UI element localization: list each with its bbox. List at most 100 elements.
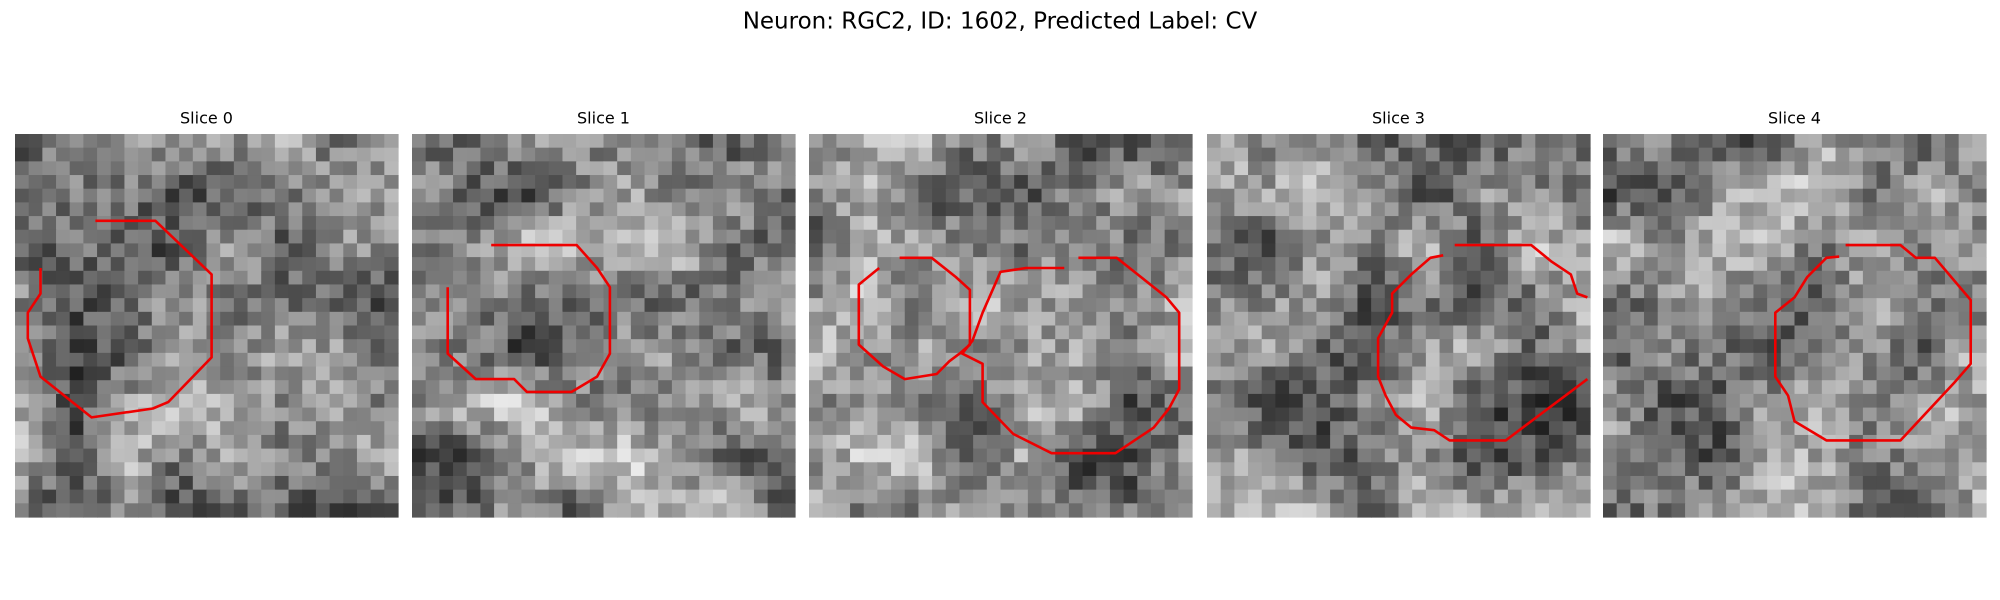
pixel [425,161,440,176]
pixel [1808,366,1823,381]
pixel [288,243,303,258]
pixel [124,352,139,368]
pixel [1767,475,1782,491]
pixel [1780,489,1796,504]
pixel [1055,448,1070,463]
pixel [1248,462,1263,477]
pixel [986,216,1002,231]
pixel [179,188,194,203]
pixel [1207,161,1222,176]
pixel [877,270,892,286]
pixel [1917,284,1932,299]
pixel [1082,147,1097,162]
pixel [1068,202,1084,217]
pixel [206,407,221,422]
pixel [69,311,84,327]
pixel [1835,448,1850,463]
pixel [453,407,468,422]
pixel [1644,325,1659,340]
pixel [1289,503,1304,518]
pixel [535,311,550,327]
pixel [1712,298,1727,313]
pixel [42,325,57,340]
pixel [781,407,796,422]
pixel [274,257,290,272]
pixel [1123,325,1138,340]
pixel [179,366,194,381]
pixel [822,202,837,217]
pixel [671,503,687,518]
pixel [753,325,769,340]
pixel [370,352,385,368]
pixel [1821,475,1837,491]
pixel [1453,352,1468,368]
pixel [206,134,221,149]
pixel [1685,475,1700,491]
pixel [891,284,906,299]
pixel [1616,229,1631,245]
pixel [384,134,399,149]
pixel [1234,448,1249,463]
pixel [261,407,276,422]
pixel [439,134,454,149]
pixel [1562,352,1577,368]
pixel [1178,380,1193,395]
pixel [1453,462,1468,477]
pixel [1096,475,1111,491]
pixel [617,202,632,217]
pixel [1398,448,1413,463]
pixel [767,407,782,422]
pixel [233,407,249,422]
pixel [1384,339,1400,354]
pixel [603,503,618,518]
pixel [1958,270,1973,286]
pixel [233,366,249,381]
pixel [617,325,632,340]
pixel [1082,393,1097,409]
pixel [685,284,700,299]
pixel [1780,503,1796,518]
pixel [918,243,933,258]
pixel [1412,380,1427,395]
pixel [1753,147,1768,162]
pixel [1082,216,1097,231]
pixel [781,421,796,436]
pixel [836,216,851,231]
pixel [1862,175,1878,190]
pixel [124,503,139,518]
pixel [1302,284,1318,299]
pixel [548,475,564,491]
pixel [1849,325,1864,340]
pixel [1302,407,1318,422]
pixel [617,147,632,162]
pixel [1398,475,1413,491]
pixel [644,448,659,463]
pixel [315,270,331,286]
pixel [1109,503,1125,518]
pixel [617,352,632,368]
pixel [1248,352,1263,368]
pixel [138,175,153,190]
pixel [1931,284,1946,299]
pixel [1903,352,1919,368]
pixel [1849,339,1864,354]
pixel [315,393,331,409]
pixel [658,421,673,436]
pixel [1849,284,1864,299]
pixel [247,147,262,162]
pixel [1480,448,1495,463]
pixel [110,147,126,162]
pixel [617,134,632,149]
pixel [1082,339,1097,354]
pixel [1082,298,1097,313]
pixel [1384,489,1400,504]
pixel [315,243,331,258]
pixel [753,147,769,162]
pixel [69,366,84,381]
pixel [206,380,221,395]
pixel [1027,448,1043,463]
pixel [1698,503,1714,518]
pixel [1480,352,1495,368]
pixel [1150,380,1166,395]
pixel [1603,134,1618,149]
